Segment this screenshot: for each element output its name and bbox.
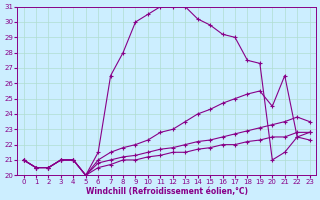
X-axis label: Windchill (Refroidissement éolien,°C): Windchill (Refroidissement éolien,°C)	[85, 187, 248, 196]
